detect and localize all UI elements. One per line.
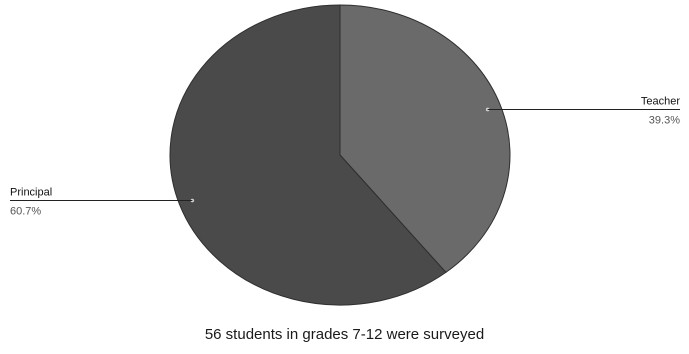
- slice-percent-teacher: 39.3%: [649, 114, 680, 126]
- pie-slice-teacher: [339, 4, 511, 274]
- pie-slice-principal: [169, 4, 447, 306]
- slice-label-principal: Principal: [10, 187, 52, 199]
- chart-caption: 56 students in grades 7-12 were surveyed: [204, 326, 485, 343]
- slice-percent-principal: 60.7%: [10, 206, 41, 218]
- slice-label-teacher: Teacher: [641, 95, 680, 107]
